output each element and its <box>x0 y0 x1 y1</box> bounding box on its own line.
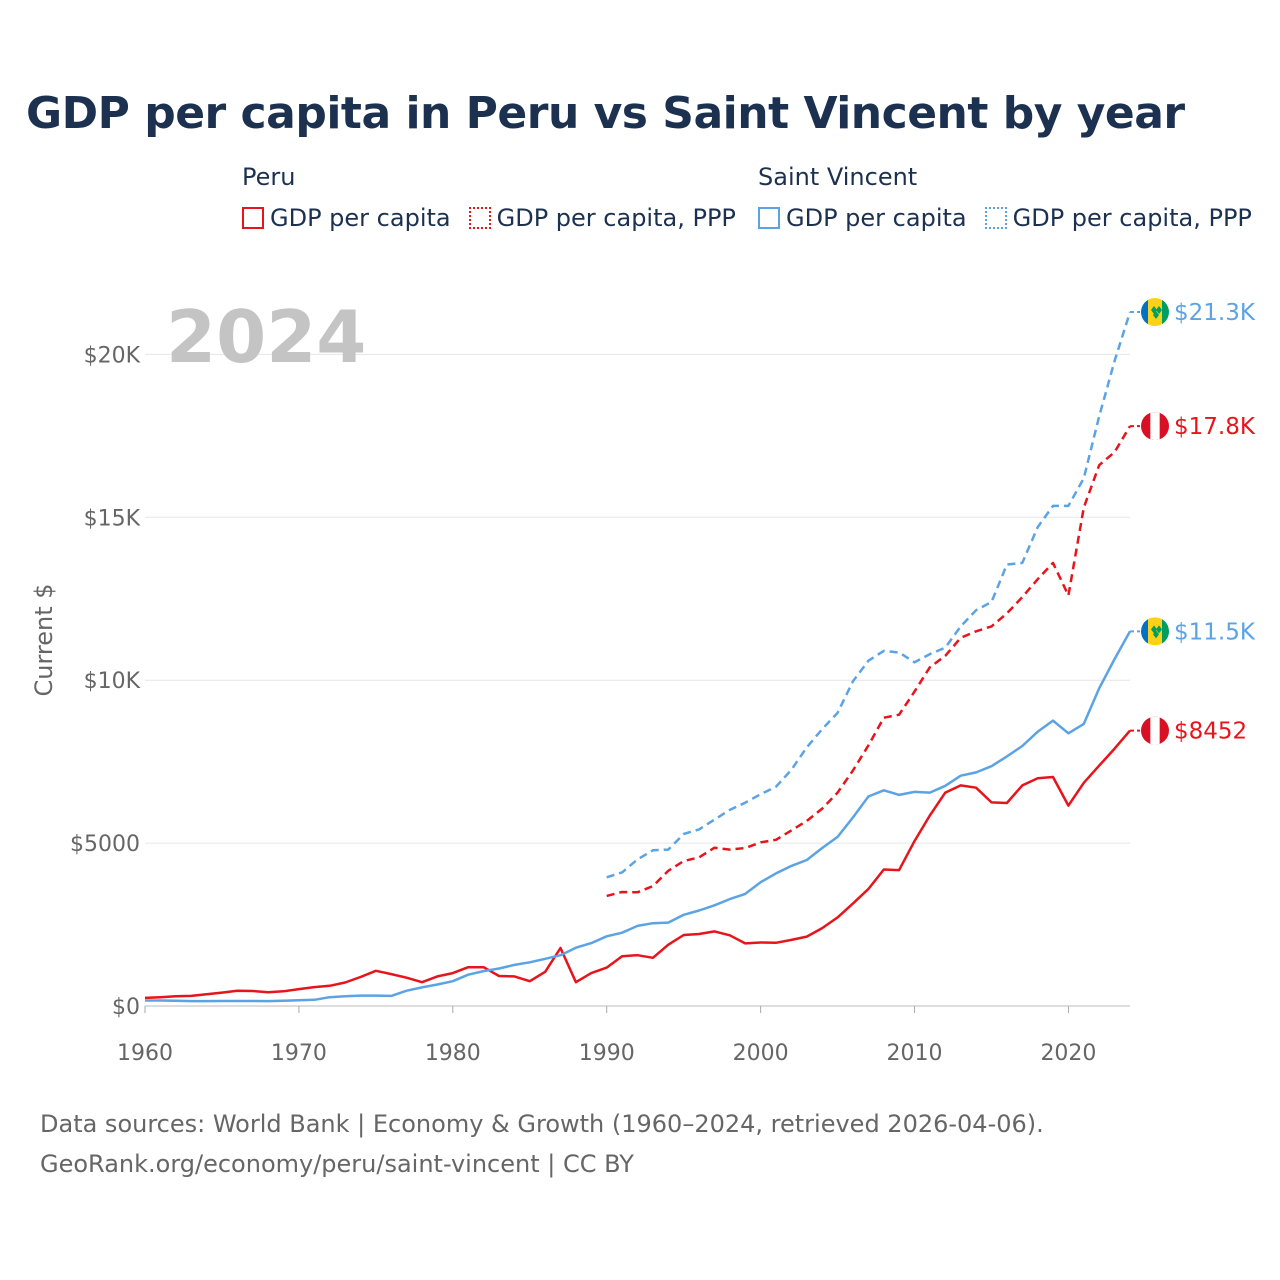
x-tick-label: 1960 <box>117 1041 173 1066</box>
x-tick-label: 1980 <box>425 1041 481 1066</box>
end-value-label: $21.3K <box>1174 300 1256 326</box>
saint-vincent-flag-icon <box>1141 298 1169 327</box>
end-value-label: $17.8K <box>1174 414 1256 440</box>
legend-item-peru-gdp[interactable]: GDP per capita <box>242 204 451 232</box>
legend-label: GDP per capita, PPP <box>496 204 736 232</box>
legend-group-peru: Peru GDP per capita GDP per capita, PPP <box>242 160 736 232</box>
legend-swatch-solid <box>758 207 780 229</box>
legend-label: GDP per capita, PPP <box>1012 204 1252 232</box>
line-chart: 2024 $0 $5000 $10K $15K $20K 1960 1970 1980 1990… <box>30 295 1256 1066</box>
legend-label: GDP per capita <box>786 204 967 232</box>
saint-vincent-flag-icon <box>1141 617 1169 646</box>
legend-swatch-dotted <box>984 207 1007 229</box>
x-tick-label: 2010 <box>887 1041 943 1066</box>
series-line <box>606 425 1132 898</box>
year-watermark: 2024 <box>166 295 366 379</box>
chart-title: GDP per capita in Peru vs Saint Vincent … <box>26 88 1185 139</box>
legend-group-saint-vincent: Saint Vincent GDP per capita GDP per cap… <box>758 160 1252 232</box>
gridlines <box>145 353 1130 1007</box>
x-tick-label: 1970 <box>271 1041 327 1066</box>
y-tick-label: $10K <box>84 669 141 694</box>
legend-item-saint-vincent-gdp[interactable]: GDP per capita <box>758 204 967 232</box>
end-value-label: $11.5K <box>1174 619 1256 645</box>
y-axis-label: Current $ <box>30 583 58 696</box>
series-line <box>606 311 1132 879</box>
x-tick-label: 2000 <box>733 1041 789 1066</box>
end-value-label: $8452 <box>1174 719 1247 745</box>
legend-swatch-dotted <box>468 207 491 229</box>
footer-link[interactable]: GeoRank.org/economy/peru/saint-vincent |… <box>40 1150 634 1178</box>
legend-item-saint-vincent-gdp-ppp[interactable]: GDP per capita, PPP <box>984 204 1252 232</box>
y-tick-label: $15K <box>84 506 141 531</box>
footer-sources: Data sources: World Bank | Economy & Gro… <box>40 1110 1044 1138</box>
peru-flag-icon <box>1141 412 1169 441</box>
series-line <box>144 729 1131 1000</box>
peru-flag-icon <box>1141 716 1169 745</box>
legend-label: GDP per capita <box>270 204 451 232</box>
series-line <box>145 630 1132 1003</box>
x-tick-label: 2020 <box>1040 1041 1096 1066</box>
series-lines <box>144 311 1132 1003</box>
legend-swatch-solid <box>242 207 264 229</box>
footer: Data sources: World Bank | Economy & Gro… <box>40 1104 1044 1184</box>
y-tick-label: $20K <box>84 343 141 368</box>
legend-item-peru-gdp-ppp[interactable]: GDP per capita, PPP <box>468 204 736 232</box>
end-labels: $17.8K $21.3K $8452 $11.5K <box>1130 298 1256 745</box>
x-tick-label: 1990 <box>579 1041 635 1066</box>
y-tick-label: $0 <box>112 995 140 1020</box>
y-tick-label: $5000 <box>70 832 140 857</box>
legend-group-name: Saint Vincent <box>758 163 918 191</box>
legend-group-name: Peru <box>242 163 296 191</box>
axes: $0 $5000 $10K $15K $20K 1960 1970 1980 1990 2000 2… <box>70 343 1096 1066</box>
